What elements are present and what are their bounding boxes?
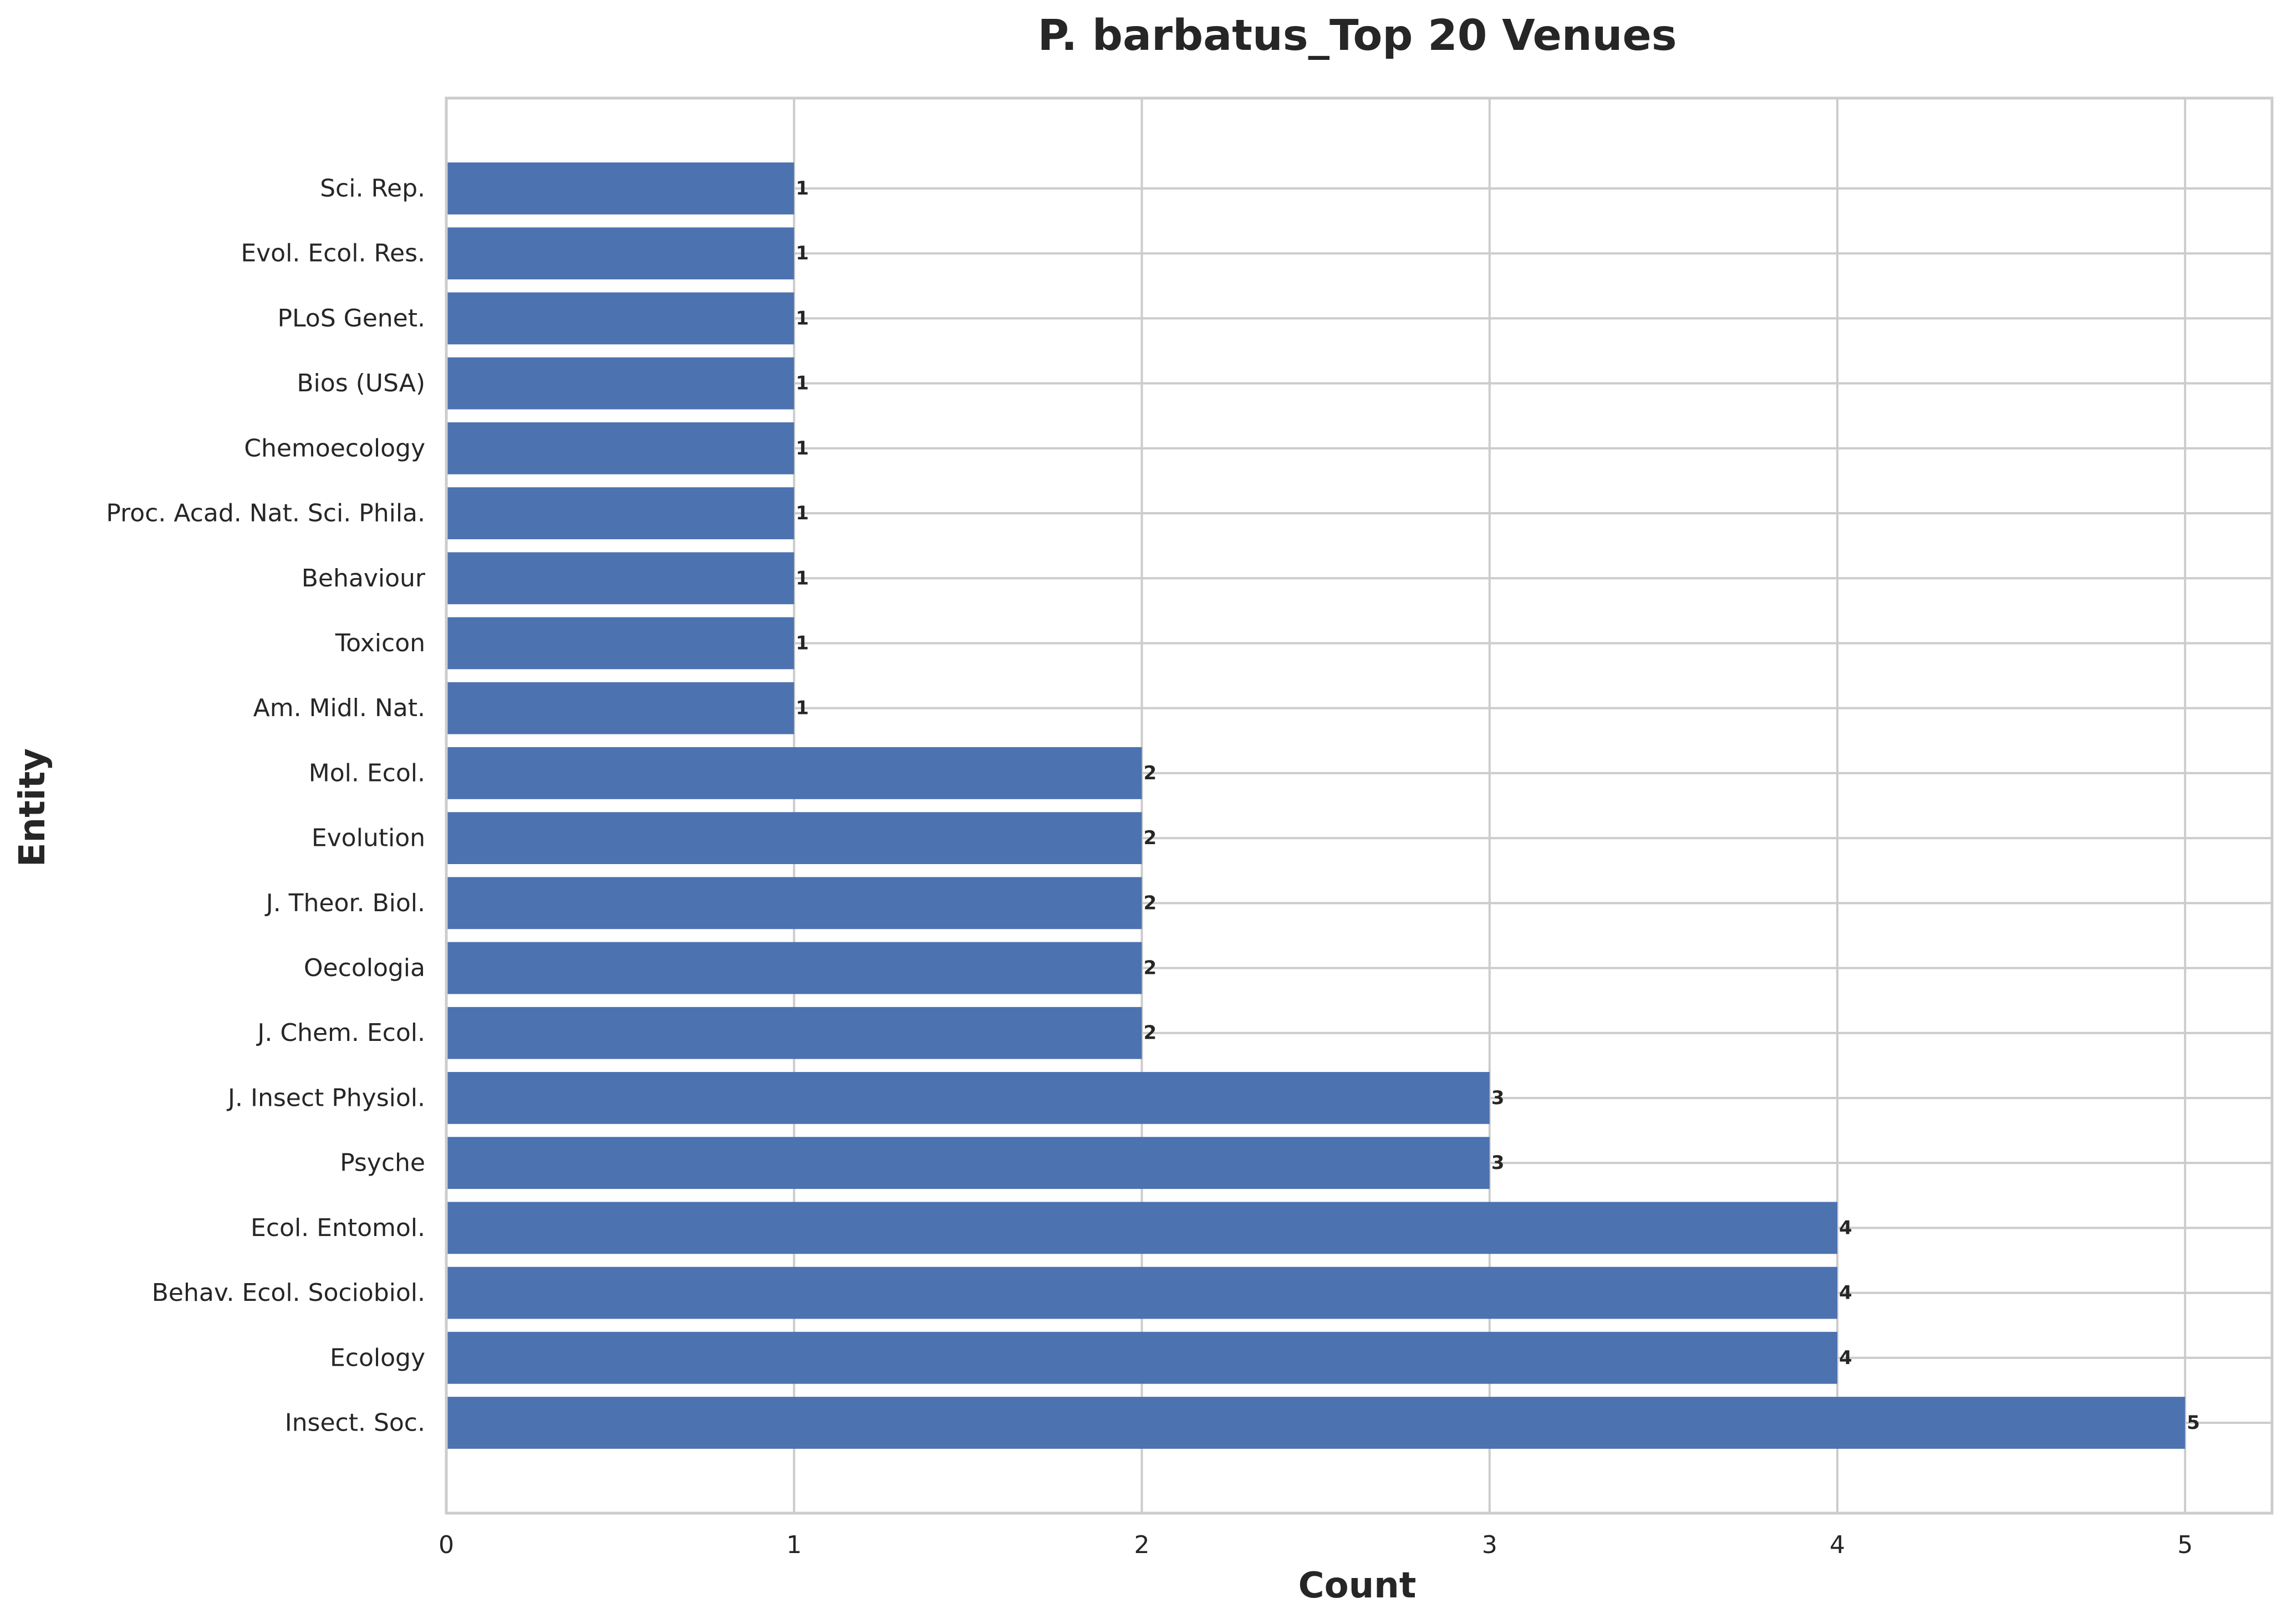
bar	[446, 1202, 1837, 1254]
bar-layer	[446, 162, 2186, 1449]
value-label: 1	[796, 697, 809, 719]
value-label: 1	[796, 177, 809, 200]
bar	[446, 1072, 1490, 1124]
bar	[446, 487, 794, 539]
x-tick-label: 4	[1830, 1531, 1845, 1559]
category-label: Oecologia	[304, 954, 425, 982]
category-label: Evol. Ecol. Res.	[241, 239, 425, 268]
category-label: Toxicon	[335, 629, 425, 657]
category-label: Mol. Ecol.	[309, 759, 425, 787]
category-label: Chemoecology	[244, 434, 425, 462]
category-label: PLoS Genet.	[278, 304, 425, 333]
x-tick-label: 3	[1482, 1531, 1497, 1559]
bar	[446, 942, 1142, 994]
category-label: Behaviour	[302, 564, 426, 593]
value-label: 1	[796, 242, 809, 264]
category-label: Behav. Ecol. Sociobiol.	[152, 1279, 425, 1307]
value-label: 2	[1143, 762, 1157, 784]
bar	[446, 162, 794, 215]
category-label: Psyche	[340, 1149, 425, 1177]
value-label: 3	[1491, 1152, 1505, 1174]
value-label: 1	[796, 437, 809, 459]
category-label: J. Chem. Ecol.	[256, 1019, 425, 1047]
value-label: 2	[1143, 892, 1157, 914]
bar	[446, 357, 794, 410]
value-label: 4	[1839, 1282, 1852, 1304]
value-label: 1	[796, 632, 809, 654]
value-label: 4	[1839, 1217, 1852, 1239]
bar	[446, 422, 794, 474]
bar	[446, 617, 794, 670]
category-label: Evolution	[312, 824, 425, 852]
value-label: 2	[1143, 827, 1157, 849]
value-label: 2	[1143, 1022, 1157, 1044]
bar	[446, 292, 794, 345]
plot-frame	[445, 96, 2274, 1515]
category-label: Ecology	[330, 1344, 425, 1372]
x-tick-label: 2	[1134, 1531, 1149, 1559]
bar	[446, 682, 794, 734]
bar	[446, 1331, 1837, 1384]
bar	[446, 877, 1142, 930]
bar	[446, 227, 794, 280]
value-label: 1	[796, 307, 809, 329]
category-label: Am. Midl. Nat.	[253, 694, 425, 722]
value-label: 1	[796, 567, 809, 589]
bar	[446, 1266, 1837, 1319]
value-label: 4	[1839, 1347, 1852, 1369]
value-label: 2	[1143, 957, 1157, 979]
value-label: 1	[796, 372, 809, 395]
bar	[446, 1397, 2186, 1449]
category-label: Insect. Soc.	[285, 1409, 425, 1437]
category-label: Sci. Rep.	[320, 175, 425, 203]
value-label: 5	[2187, 1412, 2200, 1434]
category-label: Bios (USA)	[297, 369, 425, 397]
chart-title: P. barbatus_Top 20 Venues	[1038, 11, 1677, 60]
label-layer: 0 1 2 3 4 5 Insect. Soc. 5 Ecology 4 Behav. Ecol. …	[106, 175, 2199, 1560]
category-label: J. Theor. Biol.	[264, 889, 425, 917]
bar	[446, 1137, 1490, 1189]
category-label: Ecol. Entomol.	[251, 1214, 425, 1242]
category-label: Proc. Acad. Nat. Sci. Phila.	[106, 499, 425, 528]
category-label: J. Insect Physiol.	[226, 1084, 425, 1112]
bar	[446, 552, 794, 605]
x-tick-label: 5	[2177, 1531, 2193, 1559]
x-axis-label: Count	[1298, 1565, 1417, 1606]
value-label: 1	[796, 502, 809, 524]
x-tick-label: 1	[786, 1531, 802, 1559]
bar	[446, 747, 1142, 799]
bar	[446, 812, 1142, 864]
x-tick-label: 0	[439, 1531, 454, 1559]
value-label: 3	[1491, 1087, 1505, 1109]
y-axis-label: Entity	[12, 748, 53, 867]
bar	[446, 1007, 1142, 1059]
